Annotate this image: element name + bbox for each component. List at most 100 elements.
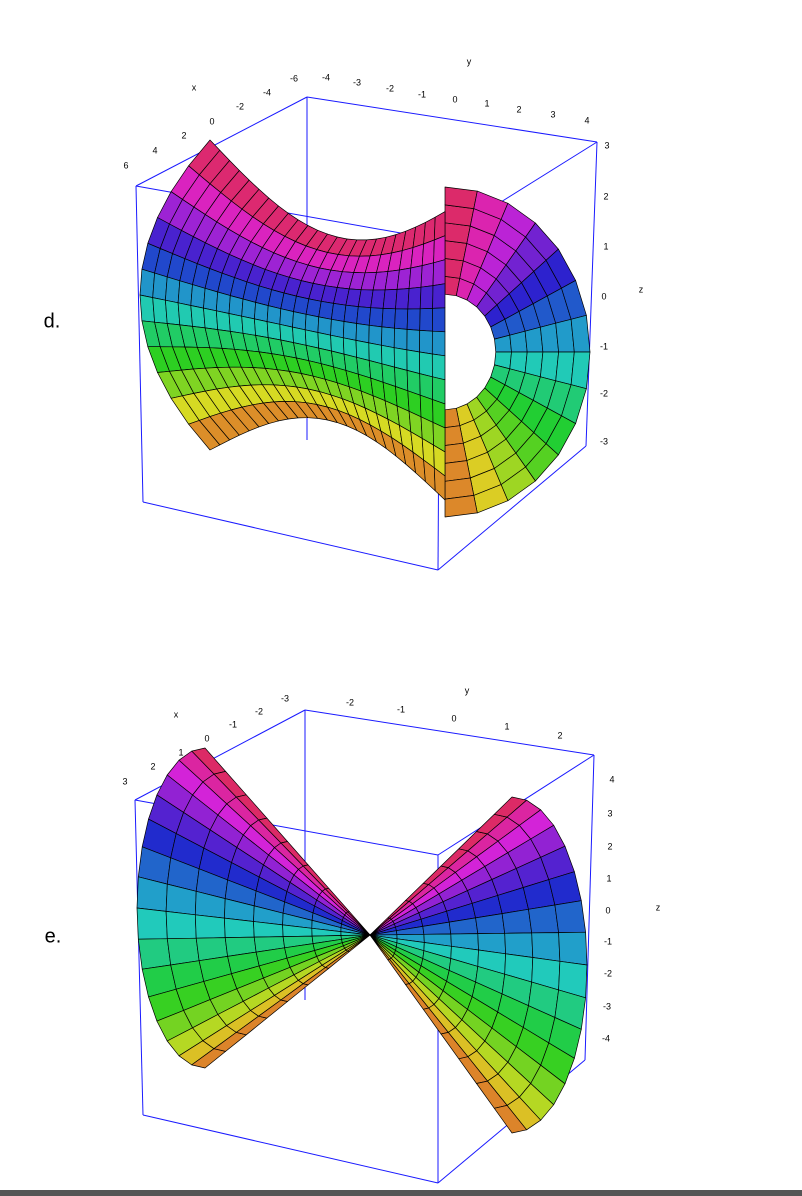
box-edge [437,445,587,571]
surface-patch [421,239,435,266]
surface-patch [396,267,412,290]
surface-patch [444,442,468,464]
box-edge [142,1114,439,1184]
axis-label: y [465,685,470,695]
x-tick-label: 1 [178,747,183,757]
surface-patch [190,305,206,329]
surface-patch [393,327,408,351]
z-tick-label: -1 [600,341,608,351]
box-edge [585,141,598,447]
surface-patch [419,351,433,378]
surface-patch [215,310,231,332]
surface-patch [279,308,294,328]
surface-patch [136,907,168,940]
x-tick-label: -3 [281,693,289,703]
surface-patch [165,299,181,326]
surface-patch [406,329,421,353]
z-tick-label: -3 [600,436,608,446]
box-edge [135,96,308,187]
surface-patch [554,900,586,933]
z-tick-label: 3 [604,140,609,150]
surface-patch [241,298,256,320]
surface-patch [137,938,172,970]
axis-label: z [656,902,661,912]
surface-patch [431,330,446,357]
y-tick-label: 1 [484,98,489,108]
surface-patch [407,286,422,310]
surface-patch [501,908,533,934]
surface-patch [355,323,370,344]
surface-patch [194,914,226,939]
surface-patch [570,351,591,390]
surface-patch [254,302,269,322]
surface-patch [419,330,433,355]
z-tick-label: -1 [604,936,612,946]
surface-patch [266,305,282,325]
surface-patch [347,934,371,952]
surface-patch [394,308,409,330]
surface-patch [433,235,446,264]
surface-patch [433,211,446,241]
surface-patch [444,222,471,244]
surface-patch [203,287,219,312]
surface-patch [152,297,168,324]
surface-patch [382,289,398,310]
y-tick-label: 0 [451,713,456,723]
z-tick-label: -3 [603,1001,611,1011]
surface-patch [228,313,244,334]
surface-patch [395,288,410,310]
surface-patch [432,283,446,309]
x-tick-label: 0 [204,733,209,743]
surface-patch [524,326,544,353]
axis-label: x [174,709,179,719]
surface-patch [570,314,591,353]
surface-patch [152,272,168,301]
surface-patch [318,300,334,320]
surface-patch [139,268,155,298]
x-tick-label: 3 [122,776,127,786]
surface-patch [381,326,395,349]
box-edge [134,799,144,1116]
y-tick-label: -4 [322,72,330,82]
axis-label: z [639,284,644,294]
surface-patch [531,932,561,962]
surface-patch [493,1105,527,1134]
surface-patch [139,294,155,323]
z-tick-label: 4 [609,774,614,784]
box-edge [304,709,595,756]
surface-patch [432,307,446,333]
surface-patch [331,303,347,322]
y-tick-label: -1 [397,704,405,714]
surface-patch [410,243,424,269]
z-tick-label: 3 [607,808,612,818]
surface-patch [381,308,396,329]
y-tick-label: -1 [418,89,426,99]
surface-patch [292,311,307,331]
surface-patch [304,313,320,333]
y-tick-label: -3 [353,77,361,87]
box-edge [584,754,595,1061]
x-tick-label: -2 [236,101,244,111]
surface-patch [266,321,282,341]
surface-patch [406,349,421,374]
z-tick-label: 0 [601,291,606,301]
y-tick-label: 2 [557,730,562,740]
surface-patch [203,307,219,330]
panel-label: d. [44,310,61,332]
surface-patch [558,931,588,966]
surface-patch [241,315,256,336]
surface-patch [393,347,408,371]
z-tick-label: 2 [603,191,608,201]
z-tick-label: 0 [605,905,610,915]
z-tick-label: 1 [603,241,608,251]
surface-patch [432,259,446,286]
surface-patch [279,323,294,343]
surface-patch [177,280,193,306]
box-edge [135,185,144,503]
surface-patch [228,295,244,317]
y-tick-label: 4 [584,115,589,125]
axis-label: x [192,82,197,92]
y-tick-label: 3 [550,109,555,119]
x-tick-label: 0 [209,116,214,126]
